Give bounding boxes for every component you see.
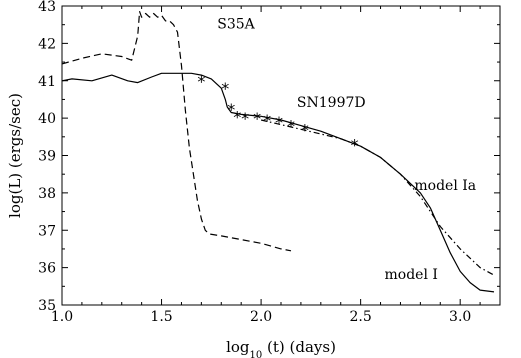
x-tick-label: 3.0 — [449, 309, 471, 325]
x-axis-label: log10 (t) (days) — [226, 338, 336, 358]
data-point-sn1997d: * — [275, 113, 283, 132]
x-axis-label-post: (t) (days) — [262, 338, 336, 356]
data-point-sn1997d: * — [351, 135, 359, 154]
x-tick-label: 1.5 — [150, 309, 172, 325]
data-point-sn1997d: * — [197, 72, 205, 91]
markers-layer: * *** * * * * * ** — [197, 72, 358, 155]
plot-frame — [61, 5, 501, 306]
series-line-model-i — [61, 72, 495, 293]
annotation-s35a: S35A — [217, 16, 255, 32]
y-tick-label: 37 — [38, 223, 56, 239]
y-tick-label: 39 — [38, 149, 56, 165]
y-tick-label: 38 — [38, 186, 56, 202]
x-tick-label: 1.0 — [51, 309, 73, 325]
y-tick-label: 36 — [38, 261, 56, 277]
x-axis-label-pre: log — [226, 338, 250, 356]
series-layer — [61, 11, 495, 293]
data-point-sn1997d: * — [241, 109, 249, 128]
x-axis-label-sub: 10 — [250, 350, 263, 358]
series-line-s35a — [61, 11, 292, 252]
y-tick-label: 40 — [38, 111, 56, 127]
annotation-sn1997d: SN1997D — [297, 95, 366, 111]
data-point-sn1997d: * — [287, 117, 295, 136]
y-tick-label: 41 — [38, 74, 56, 90]
y-axis-label: log(L) (ergs/sec) — [6, 93, 24, 218]
y-tick-label: 35 — [38, 298, 56, 314]
data-point-sn1997d: * — [253, 109, 261, 128]
x-tick-label: 2.0 — [250, 309, 272, 325]
data-point-sn1997d: * — [301, 120, 309, 139]
series-line-model-ia — [260, 119, 495, 276]
data-point-sn1997d: * — [233, 107, 241, 126]
data-point-sn1997d: * — [227, 100, 235, 119]
ticks-layer: 1.0 1.5 2.0 2.5 3.0 35 36 37 38 39 40 41 42 43 — [38, 0, 500, 325]
annotation-model-ia: model Ia — [414, 178, 476, 194]
y-tick-label: 42 — [38, 36, 56, 52]
annotation-model-i: model I — [385, 267, 438, 283]
y-tick-label: 43 — [38, 0, 56, 15]
data-point-sn1997d: * — [263, 111, 271, 130]
data-point-sn1997d: * — [221, 79, 229, 98]
x-tick-label: 2.5 — [350, 309, 372, 325]
annotations-layer: S35A SN1997D model Ia model I — [217, 16, 476, 282]
